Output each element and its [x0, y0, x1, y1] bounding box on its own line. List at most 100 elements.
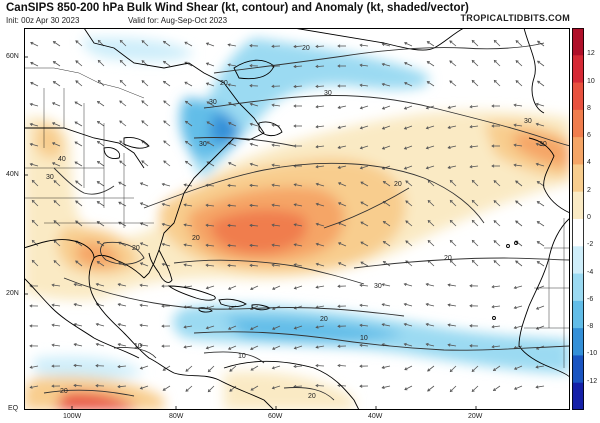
wind-vector: [382, 165, 391, 170]
wind-vector-head: [337, 165, 341, 169]
wind-vector-head: [515, 80, 519, 84]
wind-vector: [163, 160, 171, 167]
wind-vector-head: [513, 143, 517, 147]
wind-vector-head: [75, 80, 79, 84]
wind-vector: [228, 64, 237, 67]
wind-vector: [537, 201, 545, 207]
wind-vector-head: [493, 39, 497, 43]
wind-vector: [470, 125, 479, 128]
wind-vector: [338, 182, 347, 187]
wind-vector: [360, 125, 369, 129]
wind-vector: [52, 344, 61, 347]
wind-vector-head: [95, 322, 99, 326]
wind-vector: [52, 162, 61, 167]
wind-vector-head: [75, 40, 79, 44]
wind-vector-head: [75, 220, 79, 224]
colorbar-swatch: [572, 109, 584, 138]
wind-vector-head: [513, 366, 518, 370]
wind-vector-head: [360, 221, 364, 225]
wind-vector-head: [227, 43, 231, 47]
wind-vector-head: [381, 126, 385, 130]
wind-vector: [30, 103, 39, 107]
wind-vector-head: [162, 367, 166, 371]
wind-vector-head: [75, 200, 79, 204]
wind-vector: [97, 121, 105, 127]
wind-vector-head: [491, 124, 495, 128]
wind-vector-head: [95, 302, 99, 306]
wind-vector: [52, 102, 61, 107]
wind-vector: [514, 345, 523, 349]
wind-vector-head: [205, 203, 209, 207]
wind-vector: [536, 365, 545, 368]
wind-vector-head: [359, 364, 363, 368]
wind-vector: [360, 105, 369, 109]
wind-vector: [141, 80, 149, 87]
wind-vector: [470, 165, 479, 168]
wind-vector-head: [493, 220, 497, 224]
wind-vector: [162, 243, 171, 247]
wind-vector-head: [382, 180, 386, 184]
wind-vector-head: [96, 261, 100, 265]
wind-vector: [162, 365, 171, 371]
wind-vector-head: [119, 120, 123, 124]
colorbar-tick-label: -6: [587, 295, 594, 303]
wind-vector-head: [425, 106, 429, 110]
contour-label: 30: [539, 141, 547, 148]
wind-vector-head: [337, 145, 341, 149]
wind-vector: [382, 303, 391, 307]
contour-label: 40: [58, 156, 66, 163]
wind-vector-head: [337, 84, 341, 88]
wind-vector: [96, 283, 105, 287]
wind-vector: [450, 385, 457, 392]
wind-vector: [118, 283, 127, 287]
wind-vector: [426, 283, 435, 287]
wind-vector-head: [29, 102, 33, 106]
wind-vector-head: [228, 102, 232, 106]
wind-vector: [206, 325, 215, 329]
wind-vector-head: [141, 120, 145, 124]
wind-vector: [359, 304, 369, 307]
wind-vector-head: [250, 367, 254, 371]
wind-vector-head: [337, 182, 342, 186]
wind-vector: [119, 100, 127, 107]
wind-vector: [184, 244, 193, 247]
wind-vector: [536, 325, 545, 330]
wind-vector-head: [381, 62, 385, 66]
wind-vector-head: [229, 388, 233, 392]
wind-vector-head: [96, 140, 101, 144]
wind-vector-head: [515, 200, 519, 204]
wind-vector: [450, 365, 457, 372]
wind-vector: [163, 120, 171, 127]
wind-vector: [448, 284, 457, 287]
wind-vector-head: [513, 386, 518, 390]
colorbar-swatch: [572, 55, 584, 84]
wind-vector: [97, 221, 105, 227]
wind-vector-head: [139, 303, 143, 307]
wind-vector-head: [97, 79, 101, 83]
wind-vector: [163, 40, 171, 47]
wind-vector: [272, 264, 281, 267]
wind-vector-head: [95, 384, 99, 388]
wind-vector-head: [337, 363, 341, 368]
wind-vector-head: [271, 123, 275, 127]
wind-vector: [184, 41, 193, 47]
contour-label: 20: [320, 316, 328, 323]
wind-vector-head: [469, 304, 473, 308]
wind-vector-head: [293, 64, 297, 69]
wind-vector: [206, 345, 215, 349]
wind-vector-head: [471, 219, 475, 223]
wind-vector-head: [425, 126, 429, 130]
wind-vector: [448, 105, 457, 109]
contour-labels: 20 20 30 30 30 40 30 20 20 20 30 30 20 1…: [46, 45, 547, 400]
wind-vector: [537, 60, 545, 67]
wind-vector: [493, 365, 501, 371]
wind-vector-head: [337, 284, 341, 288]
wind-vector-head: [536, 40, 541, 44]
wind-vector: [493, 240, 501, 247]
wind-vector-head: [359, 83, 363, 87]
wind-vector-head: [141, 40, 145, 44]
wind-vector-head: [95, 282, 99, 286]
wind-vector: [227, 184, 237, 187]
wind-vector-head: [337, 105, 341, 109]
wind-vector: [404, 283, 413, 287]
